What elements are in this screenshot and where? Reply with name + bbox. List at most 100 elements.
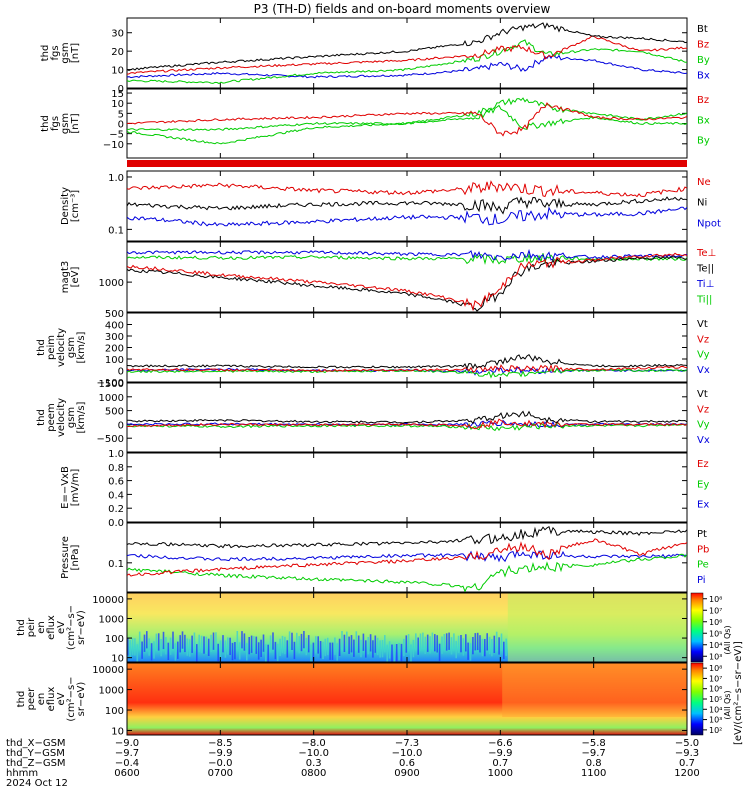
spectrogram-stripe bbox=[179, 635, 181, 653]
y-tick-label: −10 bbox=[103, 140, 124, 151]
spectrogram-stripe bbox=[434, 634, 436, 652]
spectrogram-stripe bbox=[346, 631, 348, 649]
panel-frame bbox=[126, 170, 688, 242]
y-axis-label: gsm bbox=[66, 337, 77, 358]
colorbar-bottom-tick: 10² bbox=[709, 726, 722, 735]
spectrogram-stripe bbox=[160, 639, 162, 657]
series-fgs-btot-Bt bbox=[127, 22, 687, 71]
series-peim-Vt bbox=[127, 354, 687, 370]
y-tick-label: 200 bbox=[105, 344, 124, 355]
y-axis-label: gsm bbox=[60, 42, 71, 63]
x-axis-value: −8.5 bbox=[208, 738, 232, 749]
spectrogram-stripe bbox=[276, 643, 279, 662]
spectrogram-stripe bbox=[391, 644, 393, 662]
colorbar-bottom-tick: 10⁴ bbox=[709, 705, 722, 714]
spectrogram-stripe bbox=[453, 633, 455, 651]
spectrogram-stripe bbox=[374, 635, 377, 653]
spectrogram-stripe bbox=[350, 635, 353, 653]
spectrogram-stripe bbox=[493, 635, 496, 653]
spectrogram-stripe bbox=[429, 636, 431, 654]
x-axis-value: −0.4 bbox=[115, 758, 139, 769]
spectrogram-stripe bbox=[341, 631, 343, 649]
spectrogram-stripe bbox=[184, 634, 186, 653]
y-tick-label: 10000 bbox=[92, 665, 124, 676]
spectrogram-stripe bbox=[448, 632, 450, 650]
colorbar-bottom-tick: 10⁸ bbox=[709, 664, 722, 673]
series-temp-Te⊥ bbox=[127, 252, 687, 312]
y-tick-label: 500 bbox=[105, 309, 124, 320]
y-tick-label: 5 bbox=[118, 109, 124, 120]
panel-pressure: 0.1 Pressure [nPa] Pt Pb Pe Pi bbox=[60, 522, 709, 593]
spectrogram-stripe bbox=[369, 634, 372, 652]
spectrogram-stripe bbox=[441, 636, 443, 654]
colorbar-top-note: (All Qs) bbox=[723, 625, 732, 654]
spectrogram-stripe bbox=[210, 634, 212, 653]
legend-peim-2: Vy bbox=[697, 350, 710, 361]
y-axis-label: peem bbox=[46, 403, 57, 431]
spectrogram-stripe bbox=[405, 635, 408, 653]
spectrogram-stripe bbox=[243, 633, 246, 651]
spectrogram-stripe bbox=[491, 639, 493, 657]
spectrogram-stripe bbox=[269, 635, 272, 653]
spectrogram-stripe bbox=[395, 644, 398, 662]
y-tick-label: 20 bbox=[111, 47, 124, 58]
spectrogram-stripe bbox=[288, 631, 291, 649]
x-axis-value: −9.7 bbox=[582, 748, 606, 759]
spectrogram-stripe bbox=[462, 638, 465, 656]
y-tick-label: 500 bbox=[105, 407, 124, 418]
legend-fgs-btot-2: By bbox=[697, 55, 710, 66]
legend-fgs-btot-1: Bz bbox=[697, 40, 709, 51]
spectrogram-stripe bbox=[246, 643, 248, 661]
y-axis-label: [nT] bbox=[70, 113, 81, 133]
spectrogram-stripe bbox=[315, 636, 317, 654]
spectrogram-stripe bbox=[479, 635, 481, 653]
spectrogram-stripe bbox=[307, 635, 310, 653]
spectrogram-stripe bbox=[212, 632, 215, 650]
y-tick-label: 0 bbox=[118, 367, 124, 378]
legend-fgs-btot-3: Bx bbox=[697, 71, 710, 82]
spectrogram-stripe bbox=[296, 632, 298, 651]
spectrogram-peer-later bbox=[502, 663, 687, 717]
spectrogram-stripe bbox=[181, 631, 184, 649]
spectrogram-stripe bbox=[376, 637, 379, 656]
x-axis-value: −5.0 bbox=[675, 738, 699, 749]
x-axis-value: −0.0 bbox=[208, 758, 232, 769]
spectrogram-stripe bbox=[353, 639, 355, 657]
colorbar-top-tick: 10⁶ bbox=[709, 618, 722, 627]
spectrogram-stripe bbox=[422, 632, 424, 650]
series-density-Npot bbox=[127, 206, 687, 227]
spectrogram-stripe bbox=[267, 644, 269, 662]
spectrogram-stripe bbox=[281, 635, 284, 654]
spectrogram-stripe bbox=[248, 637, 250, 655]
spectrogram-stripe bbox=[426, 634, 429, 652]
spectrogram-stripe bbox=[129, 640, 131, 658]
spectrogram-stripe bbox=[134, 638, 136, 656]
x-axis-value: −7.3 bbox=[395, 738, 419, 749]
spectrogram-stripe bbox=[500, 633, 503, 651]
y-axis-label: [nPa] bbox=[70, 544, 81, 570]
spectrogram-stripe bbox=[407, 634, 410, 652]
spectrogram-stripe bbox=[326, 637, 329, 656]
spectrogram-stripe bbox=[329, 642, 331, 660]
spectrogram-stripe bbox=[198, 634, 200, 652]
spectrogram-stripe bbox=[310, 644, 312, 662]
y-axis-label: [cm⁻³] bbox=[70, 190, 81, 222]
y-axis-label: en bbox=[36, 693, 47, 706]
spectrogram-stripe bbox=[279, 638, 281, 656]
spectrogram-stripe bbox=[379, 640, 381, 658]
spectrogram-stripe bbox=[317, 636, 319, 654]
spectrogram-stripe bbox=[410, 644, 412, 662]
y-axis-label: eV bbox=[56, 621, 67, 634]
spectrogram-stripe bbox=[236, 631, 239, 649]
spectrogram-stripe bbox=[474, 633, 477, 651]
spectrogram-stripe bbox=[398, 643, 400, 661]
y-axis-label: E=−VxB bbox=[60, 466, 71, 509]
spectrogram-stripe bbox=[331, 642, 334, 660]
x-axis-row-label: thd_Z−GSM bbox=[6, 758, 66, 769]
x-axis-value: −9.9 bbox=[488, 748, 512, 759]
spectrogram-stripe bbox=[419, 633, 422, 651]
spectrogram-stripe bbox=[505, 638, 507, 656]
spectrogram-stripe bbox=[234, 642, 236, 660]
y-tick-label: 0.1 bbox=[108, 225, 124, 236]
